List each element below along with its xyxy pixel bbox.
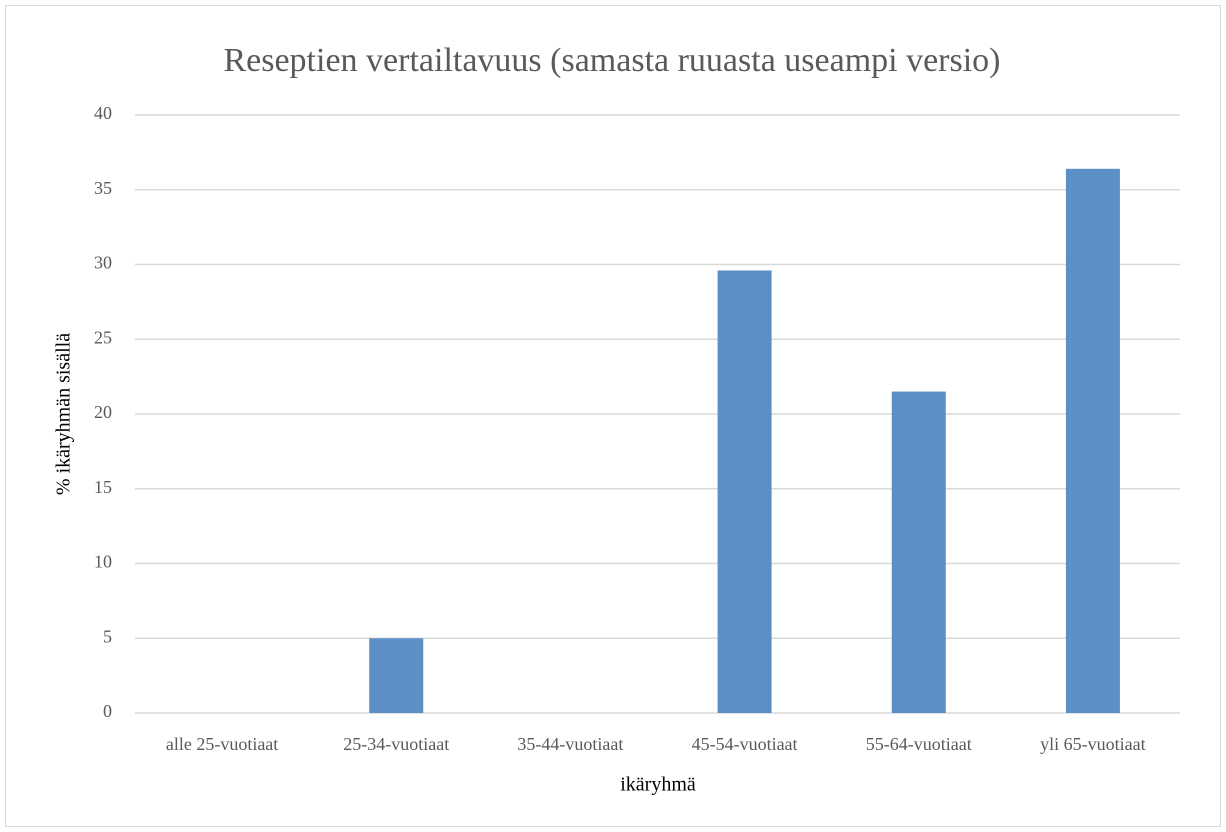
chart-title: Reseptien vertailtavuus (samasta ruuasta… bbox=[223, 42, 1000, 79]
x-tick-label: 25-34-vuotiaat bbox=[343, 734, 449, 754]
chart-border bbox=[5, 5, 1221, 827]
bar bbox=[369, 638, 424, 713]
y-tick-label: 30 bbox=[94, 253, 112, 273]
x-tick-label: 45-54-vuotiaat bbox=[692, 734, 798, 754]
x-axis-title: ikäryhmä bbox=[620, 774, 696, 796]
bar bbox=[891, 391, 946, 713]
y-tick-label: 10 bbox=[94, 552, 112, 572]
x-tick-label: 35-44-vuotiaat bbox=[517, 734, 623, 754]
y-tick-label: 0 bbox=[103, 701, 112, 721]
bar bbox=[717, 270, 772, 713]
x-tick-label: alle 25-vuotiaat bbox=[166, 734, 278, 754]
y-tick-label: 25 bbox=[94, 327, 112, 347]
x-tick-label: yli 65-vuotiaat bbox=[1040, 734, 1145, 754]
y-tick-label: 20 bbox=[94, 402, 112, 422]
y-tick-label: 35 bbox=[94, 178, 112, 198]
x-tick-label: 55-64-vuotiaat bbox=[866, 734, 972, 754]
y-tick-label: 15 bbox=[94, 477, 112, 497]
bar bbox=[1065, 168, 1120, 713]
y-axis-title: % ikäryhmän sisällä bbox=[53, 333, 75, 495]
y-tick-label: 5 bbox=[103, 626, 112, 646]
y-tick-label: 40 bbox=[94, 103, 112, 123]
